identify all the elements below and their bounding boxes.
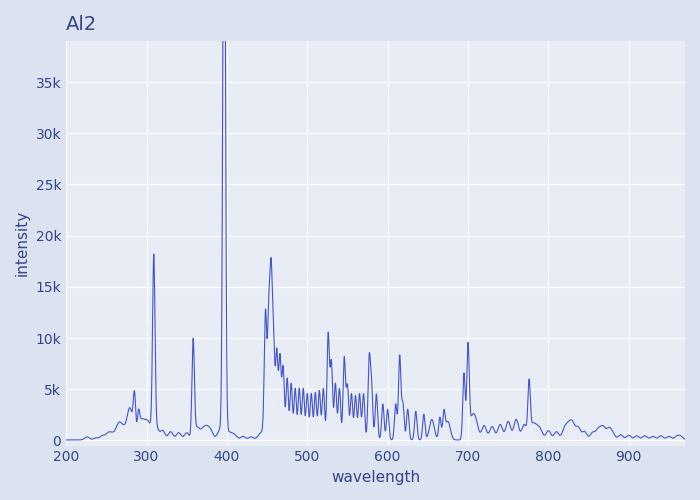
X-axis label: wavelength: wavelength [331, 470, 420, 485]
Text: Al2: Al2 [66, 15, 97, 34]
Y-axis label: intensity: intensity [15, 210, 30, 276]
